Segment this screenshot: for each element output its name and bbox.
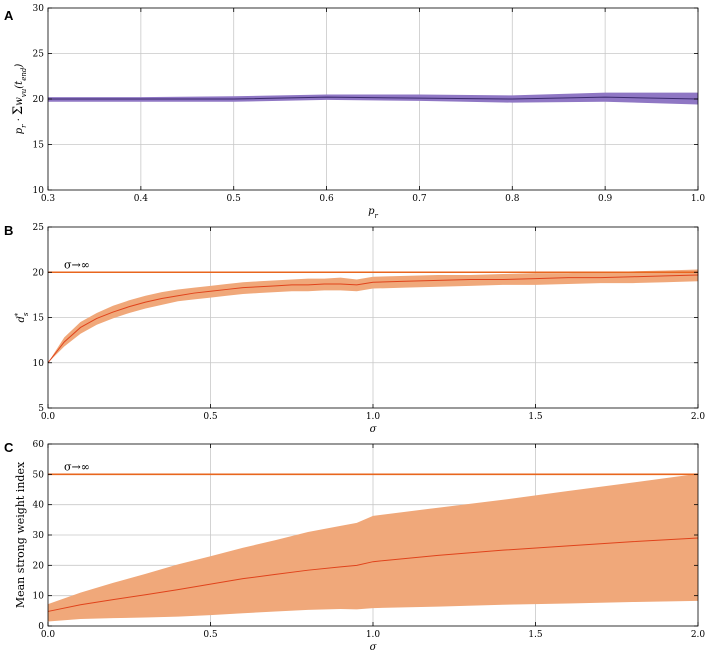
y-axis-label: ds* <box>14 312 30 322</box>
y-tick-label: 50 <box>33 470 45 480</box>
y-tick-label: 10 <box>33 186 45 196</box>
panel-b: Bσ→∞ 0.0 0.5 1.0 1.5 2.0 5 10 15 20 25 σ ds* <box>4 223 705 435</box>
panel-letter: B <box>4 223 13 238</box>
x-tick-label: 1.5 <box>528 630 543 640</box>
y-tick-label: 40 <box>33 501 45 511</box>
mean-line <box>47 274 699 364</box>
x-tick-label: 0.8 <box>505 194 520 204</box>
panel-a: A 0.3 0.4 0.5 0.6 0.7 0.8 0.9 1.0 10 15 20 25 30 pr pr … <box>4 4 705 220</box>
y-tick-label: 20 <box>33 561 45 571</box>
x-tick-label: 0.5 <box>203 412 218 422</box>
panel-c: Cσ→∞ 0.0 0.5 1.0 1.5 2.0 0 10 20 30 40 50 60 σ Mean st… <box>4 440 705 653</box>
x-axis-label: σ <box>370 642 378 653</box>
mean-line <box>47 537 699 612</box>
y-tick-label: 15 <box>33 314 45 324</box>
x-tick-label: 1.5 <box>528 412 543 422</box>
x-tick-label: 1.0 <box>366 412 381 422</box>
panel-letter: C <box>4 440 14 455</box>
x-tick-label: 0.4 <box>134 194 149 204</box>
x-tick-label: 0.0 <box>41 630 56 640</box>
x-tick-label: 0.9 <box>598 194 613 204</box>
x-tick-label: 0.6 <box>319 194 334 204</box>
y-tick-label: 20 <box>33 268 45 278</box>
x-tick-label: 0.7 <box>412 194 427 204</box>
x-tick-label: 0.3 <box>41 194 56 204</box>
confidence-band <box>48 92 698 105</box>
x-tick-label: 1.0 <box>691 194 706 204</box>
x-tick-label: 1.0 <box>366 630 381 640</box>
x-tick-label: 2.0 <box>691 630 706 640</box>
y-tick-label: 30 <box>33 4 45 14</box>
y-tick-label: 10 <box>33 592 45 602</box>
y-tick-label: 25 <box>33 50 45 60</box>
mean-line <box>48 96 699 100</box>
y-tick-label: 25 <box>33 223 45 233</box>
x-axis-label: σ <box>370 424 378 435</box>
y-tick-label: 60 <box>33 440 45 450</box>
confidence-band <box>48 269 698 363</box>
y-tick-label: 10 <box>33 359 45 369</box>
y-tick-label: 5 <box>38 404 44 414</box>
x-tick-label: 0.5 <box>203 630 218 640</box>
y-tick-label: 15 <box>33 141 45 151</box>
x-tick-label: 2.0 <box>691 412 706 422</box>
panel-letter: A <box>4 8 14 23</box>
x-axis-label: pr <box>368 206 378 220</box>
x-tick-label: 0.0 <box>41 412 56 422</box>
limit-label: σ→∞ <box>64 460 90 473</box>
limit-label: σ→∞ <box>64 258 90 271</box>
y-tick-label: 30 <box>33 531 45 541</box>
y-axis-label: Mean strong weight index <box>14 461 27 608</box>
y-axis-label: pr · Σwvu(tend)p_r · Σ_{u=1}^{d} w_{vu}(… <box>11 64 28 135</box>
x-tick-label: 0.5 <box>227 194 242 204</box>
y-tick-label: 20 <box>33 95 45 105</box>
y-tick-label: 0 <box>38 622 44 632</box>
